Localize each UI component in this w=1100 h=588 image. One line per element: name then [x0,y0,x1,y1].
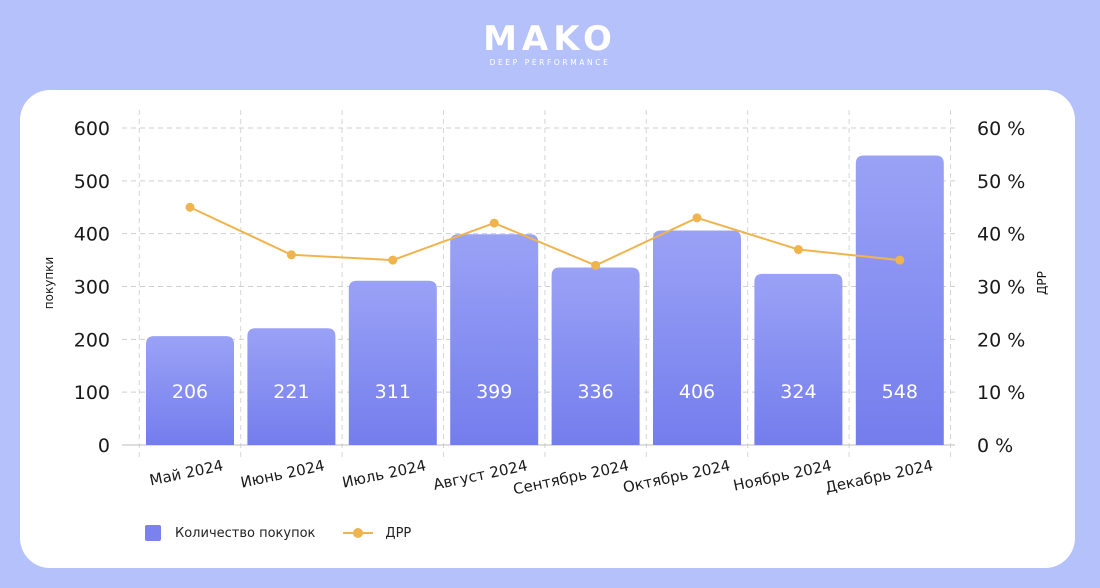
y2-tick-label: 40 % [977,224,1025,246]
y-tick-label: 300 [74,277,110,299]
drr-point [793,245,803,255]
y2-tick-label: 50 % [977,171,1025,193]
x-tick-label: Декабрь 2024 [824,456,935,496]
legend-label-drr: ДРР [385,525,412,541]
logo-name: MAKO [483,19,617,59]
drr-point [591,260,601,270]
y-tick-label: 200 [74,329,110,351]
y2-axis-title: ДРР [1035,271,1049,295]
legend-swatch-bar [145,525,161,541]
drr-line [189,206,900,267]
bar [247,328,336,445]
y2-tick-label: 10 % [977,382,1025,404]
legend-label-purchases: Количество покупок [175,525,316,541]
drr-point [692,213,702,223]
drr-point [895,255,905,265]
y2-tick-label: 0 % [977,435,1013,457]
drr-point [388,255,398,265]
bar-value-label: 336 [577,381,613,403]
x-tick-label: Октябрь 2024 [621,456,732,496]
drr-point [185,202,195,212]
bar [855,155,944,445]
bar [551,267,640,445]
bar [653,230,741,445]
bar [348,280,437,445]
bar-value-label: 324 [780,381,816,403]
x-tick-label: Ноябрь 2024 [732,456,834,494]
bar [754,273,843,445]
bar-value-label: 399 [476,381,512,403]
y-tick-label: 600 [74,118,110,140]
y-tick-label: 100 [74,382,110,404]
y-tick-label: 500 [74,171,110,193]
bar [450,234,539,445]
legend-item-purchases: Количество покупок [145,525,315,541]
legend-swatch-line [343,525,374,541]
legend-item-drr: ДРР [343,525,411,541]
x-tick-label: Май 2024 [148,456,225,489]
brand-logo: MAKO DEEP PERFORMANCE [0,22,1100,67]
x-tick-label: Июнь 2024 [239,456,326,491]
bar-value-label: 406 [679,381,715,403]
drr-point [489,218,499,228]
y-axis-title: покупки [42,257,56,309]
y-tick-label: 0 [98,435,110,457]
bar-value-label: 221 [273,381,309,403]
drr-point [286,250,296,260]
x-tick-label: Июль 2024 [341,456,428,491]
bar-value-label: 206 [172,381,208,403]
logo-tagline: DEEP PERFORMANCE [489,58,611,67]
y-tick-label: 400 [74,224,110,246]
bar-value-label: 311 [375,381,411,403]
y2-tick-label: 60 % [977,118,1025,140]
bar-value-label: 548 [882,381,918,403]
bar [146,336,234,445]
x-tick-label: Сентябрь 2024 [511,456,630,498]
y2-tick-label: 30 % [977,277,1025,299]
y2-tick-label: 20 % [977,329,1025,351]
chart-legend: Количество покупок ДРР [145,525,439,541]
